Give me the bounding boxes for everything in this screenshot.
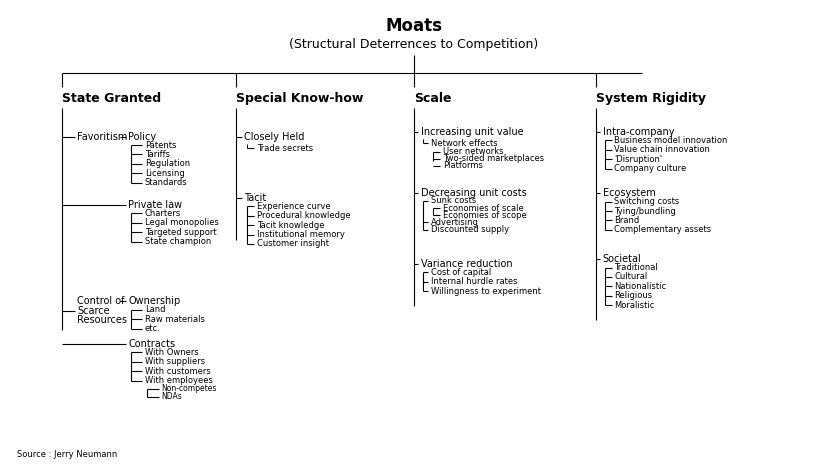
Text: Nationalistic: Nationalistic [614,282,666,291]
Text: Standards: Standards [145,178,187,187]
Text: Brand: Brand [614,216,638,225]
Text: Societal: Societal [602,254,641,264]
Text: etc.: etc. [145,324,160,333]
Text: With Owners: With Owners [145,348,198,357]
Text: With employees: With employees [145,376,213,385]
Text: Business model innovation: Business model innovation [614,136,727,145]
Text: Favoritism: Favoritism [77,131,127,142]
Text: System Rigidity: System Rigidity [595,92,705,106]
Text: Platforms: Platforms [442,161,482,171]
Text: (Structural Deterrences to Competition): (Structural Deterrences to Competition) [289,38,538,51]
Text: Economies of scope: Economies of scope [442,211,526,220]
Text: Switching costs: Switching costs [614,197,679,206]
Text: Traditional: Traditional [614,263,657,272]
Text: Licensing: Licensing [145,169,184,178]
Text: Value chain innovation: Value chain innovation [614,145,710,154]
Text: Company culture: Company culture [614,164,686,173]
Text: Discounted supply: Discounted supply [430,225,508,235]
Text: Land: Land [145,305,165,315]
Text: State Granted: State Granted [62,92,161,106]
Text: Increasing unit value: Increasing unit value [420,127,523,137]
Text: Raw materials: Raw materials [145,315,204,324]
Text: Cost of capital: Cost of capital [430,268,490,277]
Text: Institutional memory: Institutional memory [256,230,344,239]
Text: Intra-company: Intra-company [602,127,673,137]
Text: User networks: User networks [442,147,503,156]
Text: Tacit knowledge: Tacit knowledge [256,220,324,230]
Text: Two-sided marketplaces: Two-sided marketplaces [442,154,543,163]
Text: Moats: Moats [385,17,442,35]
Text: Resources: Resources [77,315,127,325]
Text: Special Know-how: Special Know-how [236,92,363,106]
Text: Religious: Religious [614,291,652,300]
Text: NDAs: NDAs [161,392,182,401]
Text: Customer insight: Customer insight [256,239,328,249]
Text: Procedural knowledge: Procedural knowledge [256,211,350,220]
Text: Non-competes: Non-competes [161,384,217,393]
Text: Cultural: Cultural [614,272,647,282]
Text: Control of: Control of [77,296,124,307]
Text: Sunk costs: Sunk costs [430,196,476,205]
Text: Scarce: Scarce [77,306,109,316]
Text: Tariffs: Tariffs [145,150,170,159]
Text: Network effects: Network effects [430,138,496,148]
Text: Scale: Scale [414,92,451,106]
Text: Tacit: Tacit [244,193,266,203]
Text: 'Disruption': 'Disruption' [614,154,662,164]
Text: Internal hurdle rates: Internal hurdle rates [430,277,516,286]
Text: Complementary assets: Complementary assets [614,225,710,235]
Text: Charters: Charters [145,209,181,218]
Text: Decreasing unit costs: Decreasing unit costs [420,188,526,198]
Text: Policy: Policy [128,131,156,142]
Text: Regulation: Regulation [145,159,189,169]
Text: Moralistic: Moralistic [614,300,654,310]
Text: With customers: With customers [145,366,210,376]
Text: Advertising: Advertising [430,218,478,227]
Text: Ecosystem: Ecosystem [602,188,655,198]
Text: Economies of scale: Economies of scale [442,203,523,213]
Text: Source : Jerry Neumann: Source : Jerry Neumann [17,450,117,459]
Text: Legal monopolies: Legal monopolies [145,218,218,227]
Text: Experience curve: Experience curve [256,202,330,211]
Text: With suppliers: With suppliers [145,357,205,366]
Text: Tying/bundling: Tying/bundling [614,206,676,216]
Text: Trade secrets: Trade secrets [256,144,313,153]
Text: Private law: Private law [128,200,182,210]
Text: Willingness to experiment: Willingness to experiment [430,286,540,296]
Text: Targeted support: Targeted support [145,227,217,237]
Text: Patents: Patents [145,140,176,150]
Text: Contracts: Contracts [128,339,175,349]
Text: State champion: State champion [145,237,211,246]
Text: Ownership: Ownership [128,296,180,307]
Text: Variance reduction: Variance reduction [420,259,512,269]
Text: Closely Held: Closely Held [244,131,304,142]
